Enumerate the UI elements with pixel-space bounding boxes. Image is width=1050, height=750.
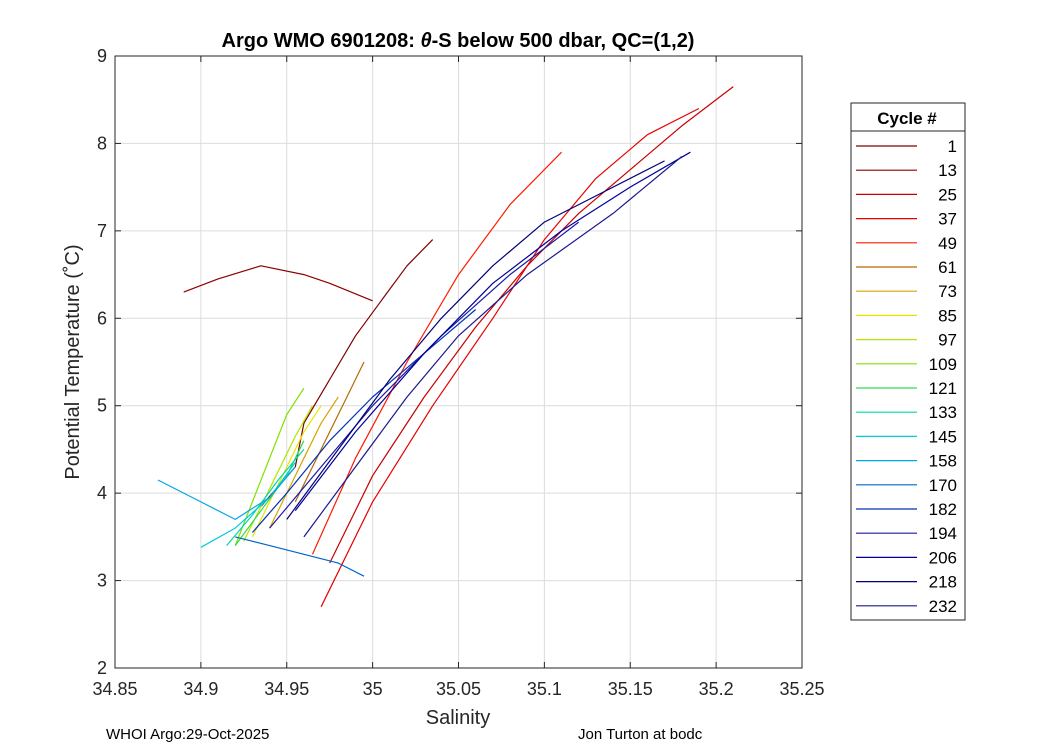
chart-title: Argo WMO 6901208: θ-S below 500 dbar, QC… — [222, 30, 695, 52]
legend-label-cycle-85: 85 — [938, 306, 957, 325]
series-line-cycle-37 — [320, 107, 700, 608]
series-line-cycle-109 — [234, 387, 305, 546]
series-line-cycle-1 — [260, 239, 434, 507]
legend-label-cycle-121: 121 — [929, 379, 957, 398]
x-tick-label: 35 — [363, 679, 383, 699]
y-tick-label: 7 — [97, 221, 107, 241]
series-line-cycle-232 — [303, 156, 683, 538]
legend-label-cycle-232: 232 — [929, 597, 957, 616]
legend-items: 1 13 25 37 49 61 73 85 97 109 121 133 145 158 170 182 19… — [856, 137, 957, 616]
y-tick-label: 9 — [97, 46, 107, 66]
legend-label-cycle-194: 194 — [929, 524, 957, 543]
series-line-cycle-194 — [269, 221, 580, 529]
legend: Cycle # 1 13 25 37 49 61 73 85 97 109 121 133 145 158… — [850, 102, 966, 621]
series-line-cycle-218 — [286, 160, 665, 520]
series-line-cycle-25 — [329, 86, 734, 564]
series-line-cycle-85 — [251, 405, 322, 538]
legend-label-cycle-25: 25 — [938, 185, 957, 204]
legend-label-cycle-61: 61 — [938, 258, 957, 277]
x-tick-label: 34.85 — [92, 679, 137, 699]
legend-label-cycle-109: 109 — [929, 355, 957, 374]
x-tick-label: 34.9 — [183, 679, 218, 699]
legend-label-cycle-158: 158 — [929, 452, 957, 471]
legend-label-cycle-182: 182 — [929, 500, 957, 519]
legend-label-cycle-1: 1 — [948, 137, 957, 156]
x-tick-label: 35.25 — [779, 679, 824, 699]
legend-label-cycle-13: 13 — [938, 161, 957, 180]
legend-label-cycle-73: 73 — [938, 282, 957, 301]
y-tick-label: 8 — [97, 133, 107, 153]
legend-label-cycle-97: 97 — [938, 331, 957, 350]
series-line-cycle-49 — [311, 151, 562, 555]
y-tick-label: 2 — [97, 658, 107, 678]
data-lines — [157, 86, 734, 608]
series-line-cycle-133 — [226, 449, 305, 546]
legend-label-cycle-49: 49 — [938, 234, 957, 253]
series-line-cycle-158 — [157, 466, 296, 521]
legend-label-cycle-218: 218 — [929, 573, 957, 592]
x-tick-label: 34.95 — [264, 679, 309, 699]
x-tick-label: 35.2 — [699, 679, 734, 699]
y-axis-label: Potential Temperature (˚C) — [62, 244, 84, 479]
footer-right-credit: Jon Turton at bodc — [578, 726, 703, 743]
legend-box — [850, 102, 966, 621]
y-tick-label: 6 — [97, 308, 107, 328]
series-line-cycle-182 — [251, 309, 477, 533]
axis-ticks: 34.85 34.9 34.95 35 35.05 35.1 35.15 35.2 35.252… — [92, 46, 824, 699]
legend-label-cycle-206: 206 — [929, 548, 957, 567]
series-line-cycle-145 — [200, 462, 296, 548]
x-axis-label: Salinity — [426, 707, 490, 729]
series-line-cycle-13 — [183, 265, 373, 302]
series-line-cycle-170 — [235, 536, 365, 577]
grid-lines — [114, 55, 803, 669]
footer-left-credit: WHOI Argo:29-Oct-2025 — [106, 726, 270, 743]
y-tick-label: 4 — [97, 483, 107, 503]
y-tick-label: 5 — [97, 396, 107, 416]
y-tick-label: 3 — [97, 571, 107, 591]
legend-label-cycle-133: 133 — [929, 403, 957, 422]
x-tick-label: 35.1 — [527, 679, 562, 699]
legend-title: Cycle # — [877, 109, 937, 128]
legend-label-cycle-170: 170 — [929, 476, 957, 495]
series-line-cycle-73 — [269, 396, 339, 529]
series-line-cycle-61 — [294, 361, 365, 503]
legend-label-cycle-37: 37 — [938, 210, 957, 229]
legend-label-cycle-145: 145 — [929, 427, 957, 446]
series-line-cycle-206 — [294, 151, 691, 511]
x-tick-label: 35.15 — [608, 679, 653, 699]
x-tick-label: 35.05 — [436, 679, 481, 699]
